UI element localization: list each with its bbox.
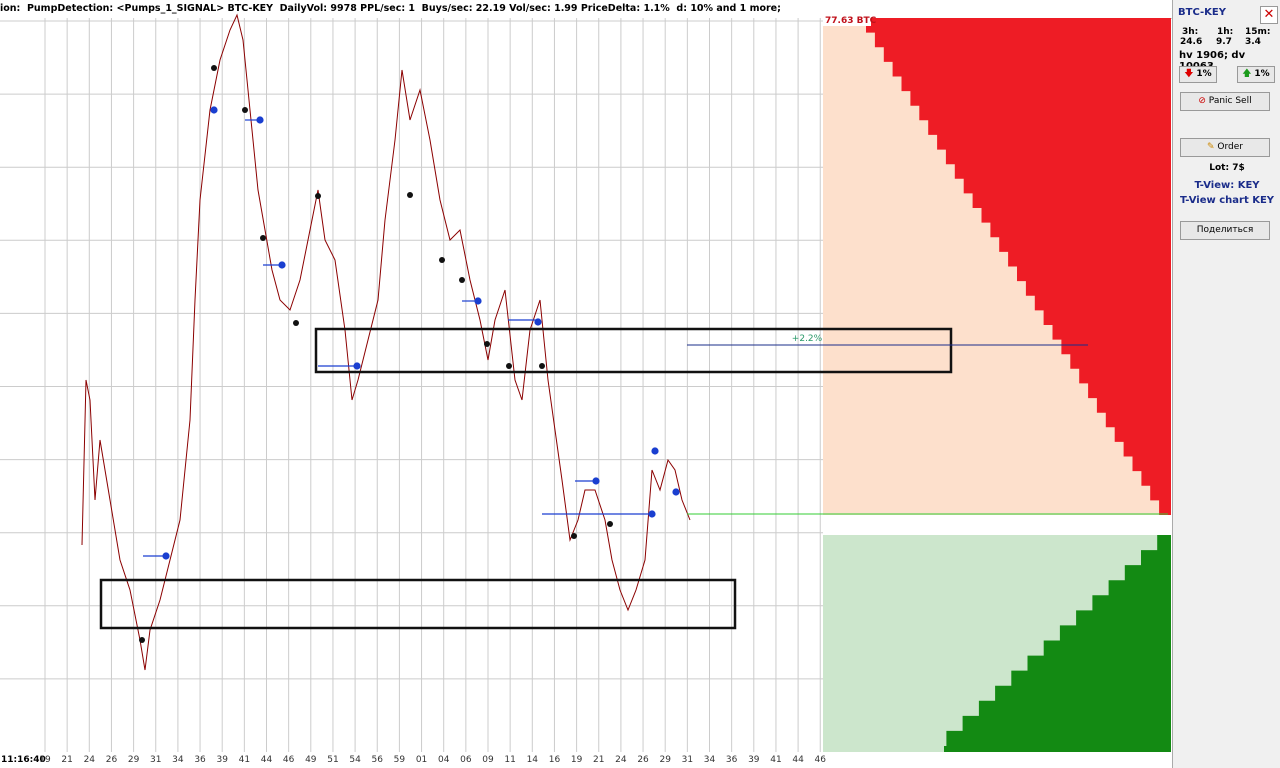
x-label: 24 xyxy=(615,755,627,765)
x-label: 26 xyxy=(637,755,649,765)
x-label: 26 xyxy=(106,755,118,765)
tview-chart-link[interactable]: T-View chart KEY xyxy=(1179,195,1275,206)
up-pct: 1% xyxy=(1254,69,1270,79)
x-label: 09 xyxy=(482,755,494,765)
panic-sell-label: Panic Sell xyxy=(1208,96,1252,106)
x-label: 29 xyxy=(128,755,140,765)
x-label: 36 xyxy=(194,755,206,765)
x-label: 46 xyxy=(815,755,827,765)
x-label: 29 xyxy=(659,755,671,765)
period: 1h: xyxy=(1217,27,1234,37)
x-label: 39 xyxy=(748,755,760,765)
period: 3h: xyxy=(1182,27,1199,37)
down-button[interactable]: 🡇 1% xyxy=(1179,66,1217,83)
x-label: 16 xyxy=(549,755,561,765)
order-label: Order xyxy=(1217,142,1243,152)
x-label: 49 xyxy=(305,755,317,765)
x-label: 34 xyxy=(172,755,184,765)
x-label: 34 xyxy=(704,755,716,765)
x-label: 46 xyxy=(283,755,295,765)
period-value: 3.4 xyxy=(1245,37,1261,47)
x-label: 19 xyxy=(571,755,583,765)
x-label: 51 xyxy=(327,755,338,765)
x-label: 06 xyxy=(460,755,472,765)
close-button[interactable]: ✕ xyxy=(1260,6,1278,24)
period-value: 9.7 xyxy=(1216,37,1232,47)
x-label: 11 xyxy=(504,755,515,765)
x-label: 11:16:40 xyxy=(1,755,46,765)
period-value: 24.6 xyxy=(1180,37,1203,47)
x-label: 44 xyxy=(261,755,273,765)
x-label: 01 xyxy=(416,755,427,765)
x-label: 14 xyxy=(527,755,539,765)
x-label: 21 xyxy=(61,755,72,765)
x-label: 59 xyxy=(394,755,406,765)
x-label: 44 xyxy=(792,755,804,765)
period: 15m: xyxy=(1245,27,1271,37)
tview-link[interactable]: T-View: KEY xyxy=(1194,180,1260,191)
header: ion: PumpDetection: <Pumps_1_SIGNAL> BTC… xyxy=(0,0,1172,19)
x-label: 54 xyxy=(349,755,361,765)
up-button[interactable]: 🡅 1% xyxy=(1237,66,1275,83)
x-label: 31 xyxy=(682,755,693,765)
down-pct: 1% xyxy=(1196,69,1212,79)
target-label: +2.2% xyxy=(792,334,823,344)
x-label: 24 xyxy=(84,755,96,765)
share-button[interactable]: Поделиться xyxy=(1180,221,1270,240)
panic-sell-button[interactable]: ⊘ Panic Sell xyxy=(1180,92,1270,111)
x-label: 36 xyxy=(726,755,738,765)
x-label: 39 xyxy=(216,755,228,765)
order-book-total: 77.63 BTC xyxy=(825,16,877,26)
x-label: 41 xyxy=(239,755,250,765)
x-label: 56 xyxy=(372,755,384,765)
share-label: Поделиться xyxy=(1196,225,1254,235)
x-label: 31 xyxy=(150,755,161,765)
x-label: 19 xyxy=(39,755,51,765)
pair: BTC-KEY xyxy=(1178,7,1226,18)
x-label: 04 xyxy=(438,755,450,765)
order-button[interactable]: ✎ Order xyxy=(1180,138,1270,157)
side-panel: BTC-KEY ✕ 3h: 1h: 15m: 24.6 9.7 3.4 hv 1… xyxy=(1172,0,1280,768)
x-label: 41 xyxy=(770,755,781,765)
lot: Lot: 7$ xyxy=(1209,163,1245,173)
x-label: 21 xyxy=(593,755,604,765)
